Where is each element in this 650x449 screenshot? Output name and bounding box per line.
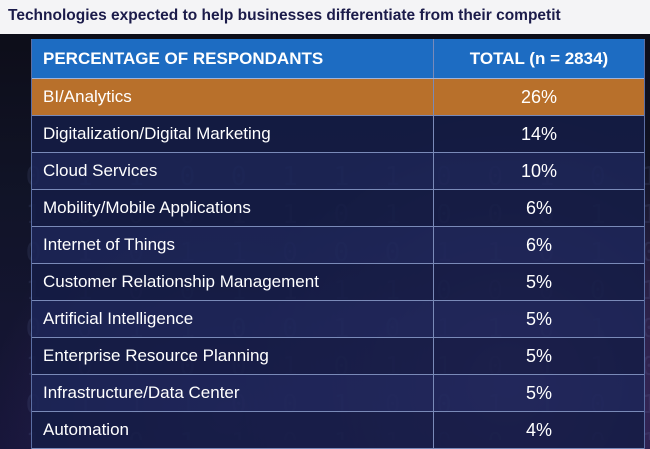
table-row: Digitalization/Digital Marketing 14% xyxy=(32,116,644,153)
row-value: 5% xyxy=(525,271,552,292)
row-value: 6% xyxy=(525,197,552,218)
row-label: Digitalization/Digital Marketing xyxy=(32,116,434,152)
row-label: Automation xyxy=(32,412,434,448)
table-row: Internet of Things 6% xyxy=(32,227,644,264)
table-row: Infrastructure/Data Center 5% xyxy=(32,375,644,412)
row-value: 10% xyxy=(520,160,558,181)
row-label: Internet of Things xyxy=(32,227,434,263)
row-label: Customer Relationship Management xyxy=(32,264,434,300)
table-row: Enterprise Resource Planning 5% xyxy=(32,338,644,375)
row-value: 26% xyxy=(520,86,558,107)
row-value: 5% xyxy=(525,382,552,403)
table-header-row: PERCENTAGE OF RESPONDANTS TOTAL (n = 283… xyxy=(32,39,644,79)
table-row: Mobility/Mobile Applications 6% xyxy=(32,190,644,227)
row-value: 6% xyxy=(525,234,552,255)
row-value: 4% xyxy=(525,419,552,440)
row-label: Mobility/Mobile Applications xyxy=(32,190,434,226)
table-row: Cloud Services 10% xyxy=(32,153,644,190)
table-row: Artificial Intelligence 5% xyxy=(32,301,644,338)
chart-title: Technologies expected to help businesses… xyxy=(8,7,561,24)
row-value: 5% xyxy=(525,308,552,329)
table-row: BI/Analytics 26% xyxy=(32,79,644,116)
row-label: Infrastructure/Data Center xyxy=(32,375,434,411)
row-value: 5% xyxy=(525,345,552,366)
table-row: Automation 4% xyxy=(32,412,644,449)
column-header-total: TOTAL (n = 2834) xyxy=(469,48,609,68)
row-value: 14% xyxy=(520,123,558,144)
table-row: Customer Relationship Management 5% xyxy=(32,264,644,301)
column-header-label: PERCENTAGE OF RESPONDANTS xyxy=(32,39,434,78)
row-label: Cloud Services xyxy=(32,153,434,189)
row-label: Enterprise Resource Planning xyxy=(32,338,434,374)
row-label: BI/Analytics xyxy=(32,79,434,115)
data-table: PERCENTAGE OF RESPONDANTS TOTAL (n = 283… xyxy=(31,39,645,449)
row-label: Artificial Intelligence xyxy=(32,301,434,337)
title-bar: Technologies expected to help businesses… xyxy=(0,0,650,34)
